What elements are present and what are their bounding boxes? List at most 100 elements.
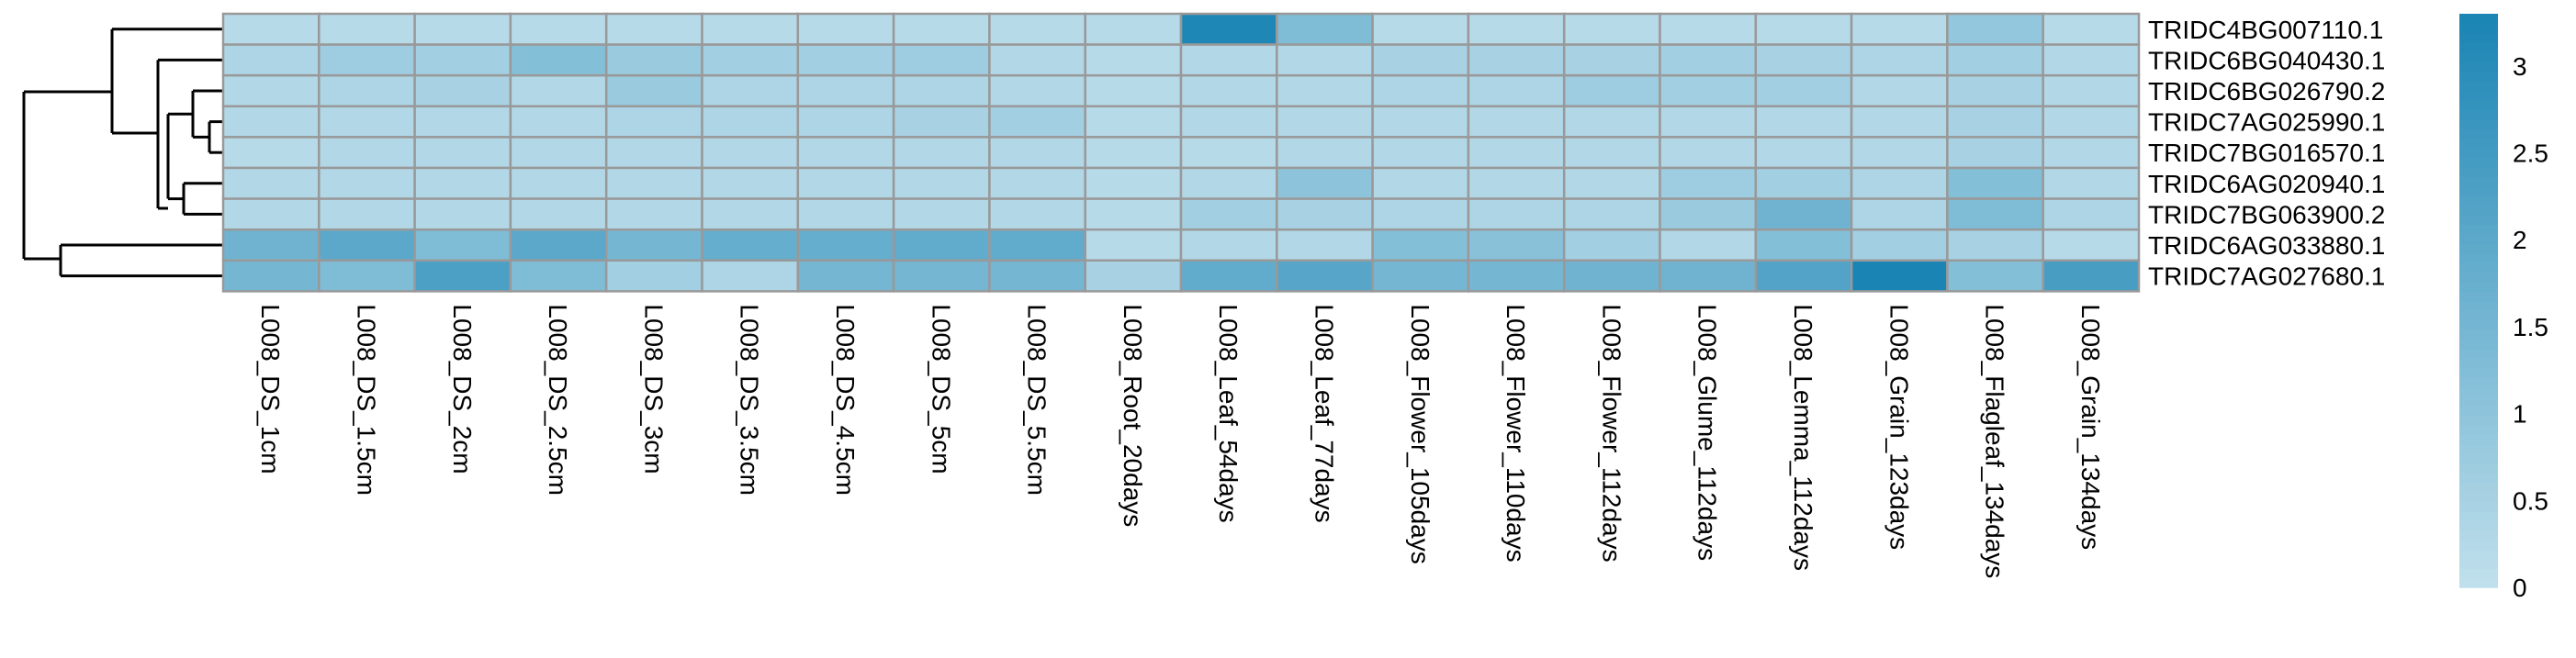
heatmap-cell-tridc7ag025990-1-l008-lemma-112days [1754,105,1853,139]
legend-color-step [2459,80,2498,92]
heatmap-cell-tridc6ag020940-1-l008-glume-112days [1659,166,1758,200]
heatmap-cell-tridc7ag025990-1-l008-flower-110days [1467,105,1566,139]
heatmap-cell-tridc6bg040430-1-l008-leaf-54days [1179,43,1278,77]
heatmap-cell-tridc7ag027680-1-l008-grain-134days [2042,259,2141,293]
heatmap-cell-tridc7ag027680-1-l008-flower-110days [1467,259,1566,293]
legend-color-step [2459,358,2498,369]
heatmap-cell-tridc7bg016570-1-l008-flower-110days [1467,136,1566,170]
heatmap-cell-tridc6ag033880-1-l008-ds-2-5cm [509,228,608,262]
column-label-l008-grain-123days: L008_Grain_123days [1884,304,1913,550]
heatmap-cell-tridc7bg063900-2-l008-flower-105days [1371,197,1470,231]
row-label-tridc7ag027680-1: TRIDC7AG027680.1 [2148,262,2385,291]
heatmap-cell-tridc7ag025990-1-l008-ds-5-5cm [988,105,1086,139]
heatmap-cell-tridc7ag025990-1-l008-ds-5cm [892,105,991,139]
column-label-l008-ds-2-5cm: L008_DS_2.5cm [544,304,572,496]
column-label-l008-lemma-112days: L008_Lemma_112days [1789,304,1817,571]
heatmap-cell-tridc6ag033880-1-l008-glume-112days [1659,228,1758,262]
heatmap-cell-tridc6ag020940-1-l008-leaf-77days [1276,166,1374,200]
heatmap-cell-tridc4bg007110-1-l008-ds-5cm [892,12,991,46]
legend-color-step [2459,157,2498,168]
heatmap-cell-tridc6bg040430-1-l008-ds-2-5cm [509,43,608,77]
heatmap-cell-tridc6bg026790-2-l008-leaf-77days [1276,73,1374,108]
heatmap-cell-tridc6bg026790-2-l008-flagleaf-134days [1946,73,2044,108]
heatmap-cell-tridc6ag033880-1-l008-leaf-54days [1179,228,1278,262]
column-label-l008-leaf-77days: L008_Leaf_77days [1310,304,1338,522]
legend-color-step [2459,406,2498,417]
legend-color-step [2459,195,2498,206]
legend-color-step [2459,482,2498,493]
legend-color-step [2459,71,2498,82]
legend-tick-label: 0.5 [2513,486,2548,515]
heatmap-cell-tridc7bg063900-2-l008-ds-5cm [892,197,991,231]
column-label-l008-ds-5-5cm: L008_DS_5.5cm [1023,304,1052,496]
legend-color-step [2459,61,2498,72]
heatmap-cell-tridc6ag033880-1-l008-ds-1cm [221,228,321,262]
heatmap-cell-tridc6ag033880-1-l008-ds-5-5cm [988,228,1086,262]
heatmap-cell-tridc4bg007110-1-l008-ds-3cm [604,12,703,46]
heatmap-cell-tridc6bg026790-2-l008-ds-5cm [892,73,991,108]
heatmap-cell-tridc7bg063900-2-l008-leaf-77days [1276,197,1374,231]
heatmap-cell-tridc4bg007110-1-l008-ds-2-5cm [509,12,608,46]
column-label-l008-glume-112days: L008_Glume_112days [1693,304,1722,561]
heatmap-cell-tridc6ag033880-1-l008-ds-2cm [413,228,512,262]
row-label-tridc6bg026790-2: TRIDC6BG026790.2 [2148,77,2385,106]
heatmap-cell-tridc7ag025990-1-l008-ds-2-5cm [509,105,608,139]
legend-color-step [2459,491,2498,503]
heatmap-cell-tridc7bg063900-2-l008-ds-3cm [604,197,703,231]
heatmap-cell-tridc7ag027680-1-l008-leaf-54days [1179,259,1278,293]
heatmap-cell-tridc6bg026790-2-l008-ds-2cm [413,73,512,108]
heatmap-cell-tridc6bg040430-1-l008-ds-5cm [892,43,991,77]
legend-tick-label: 0 [2513,574,2527,602]
legend-color-step [2459,42,2498,53]
heatmap-cell-tridc7bg063900-2-l008-grain-123days [1850,197,1949,231]
heatmap-cell-tridc4bg007110-1-l008-lemma-112days [1754,12,1853,46]
heatmap-cell-tridc7ag027680-1-l008-ds-1cm [221,259,321,293]
heatmap-cell-tridc7bg016570-1-l008-ds-3cm [604,136,703,170]
heatmap-cell-tridc7bg016570-1-l008-grain-123days [1850,136,1949,170]
heatmap-cell-tridc7ag027680-1-l008-ds-2-5cm [509,259,608,293]
heatmap-cell-tridc7bg063900-2-l008-flower-110days [1467,197,1566,231]
heatmap-cell-tridc6ag020940-1-l008-lemma-112days [1754,166,1853,200]
heatmap-cell-tridc7ag025990-1-l008-ds-1-5cm [318,105,416,139]
heatmap-cell-tridc7bg063900-2-l008-ds-4-5cm [796,197,895,231]
heatmap-cell-tridc7bg063900-2-l008-flagleaf-134days [1946,197,2044,231]
heatmap-cell-tridc7ag025990-1-l008-glume-112days [1659,105,1758,139]
heatmap-cell-tridc7ag027680-1-l008-ds-5-5cm [988,259,1086,293]
column-label-l008-ds-5cm: L008_DS_5cm [927,304,955,474]
heatmap-cell-tridc4bg007110-1-l008-ds-4-5cm [796,12,895,46]
legend-color-step [2459,224,2498,235]
heatmap-cell-tridc6bg026790-2-l008-ds-1cm [221,73,321,108]
legend-color-step [2459,329,2498,340]
heatmap-cell-tridc7ag025990-1-l008-flower-112days [1562,105,1661,139]
heatmap-cell-tridc7ag027680-1-l008-ds-3cm [604,259,703,293]
legend-tick-label: 2 [2513,226,2527,254]
legend-color-step [2459,233,2498,244]
heatmap-cell-tridc7bg063900-2-l008-ds-1cm [221,197,321,231]
heatmap-cell-tridc4bg007110-1-l008-ds-1-5cm [318,12,416,46]
heatmap-cell-tridc6bg026790-2-l008-ds-1-5cm [318,73,416,108]
heatmap-cell-tridc6bg026790-2-l008-flower-112days [1562,73,1661,108]
heatmap-cell-tridc6bg026790-2-l008-glume-112days [1659,73,1758,108]
legend-color-step [2459,386,2498,397]
heatmap-cell-tridc7ag027680-1-l008-root-20days [1084,259,1183,293]
heatmap-cell-tridc6ag033880-1-l008-leaf-77days [1276,228,1374,262]
heatmap-cell-tridc6bg026790-2-l008-ds-2-5cm [509,73,608,108]
heatmap-cell-tridc7bg016570-1-l008-root-20days [1084,136,1183,170]
heatmap-cell-tridc4bg007110-1-l008-ds-1cm [221,12,321,46]
heatmap-cell-tridc7ag025990-1-l008-ds-3cm [604,105,703,139]
heatmap-cell-tridc7bg016570-1-l008-lemma-112days [1754,136,1853,170]
row-label-tridc6ag020940-1: TRIDC6AG020940.1 [2148,170,2385,198]
heatmap-cell-tridc6ag020940-1-l008-grain-134days [2042,166,2141,200]
heatmap-cell-tridc6ag033880-1-l008-ds-3-5cm [701,228,800,262]
heatmap-cell-tridc6bg026790-2-l008-leaf-54days [1179,73,1278,108]
heatmap-cell-tridc4bg007110-1-l008-grain-123days [1850,12,1949,46]
heatmap-cell-tridc6bg026790-2-l008-grain-123days [1850,73,1949,108]
heatmap-cell-tridc7bg063900-2-l008-ds-2-5cm [509,197,608,231]
heatmap-cell-tridc4bg007110-1-l008-ds-2cm [413,12,512,46]
heatmap-cell-tridc6ag020940-1-l008-flower-112days [1562,166,1661,200]
heatmap-cell-tridc6bg026790-2-l008-flower-105days [1371,73,1470,108]
heatmap-cell-tridc4bg007110-1-l008-flower-110days [1467,12,1566,46]
column-label-l008-leaf-54days: L008_Leaf_54days [1214,304,1243,522]
